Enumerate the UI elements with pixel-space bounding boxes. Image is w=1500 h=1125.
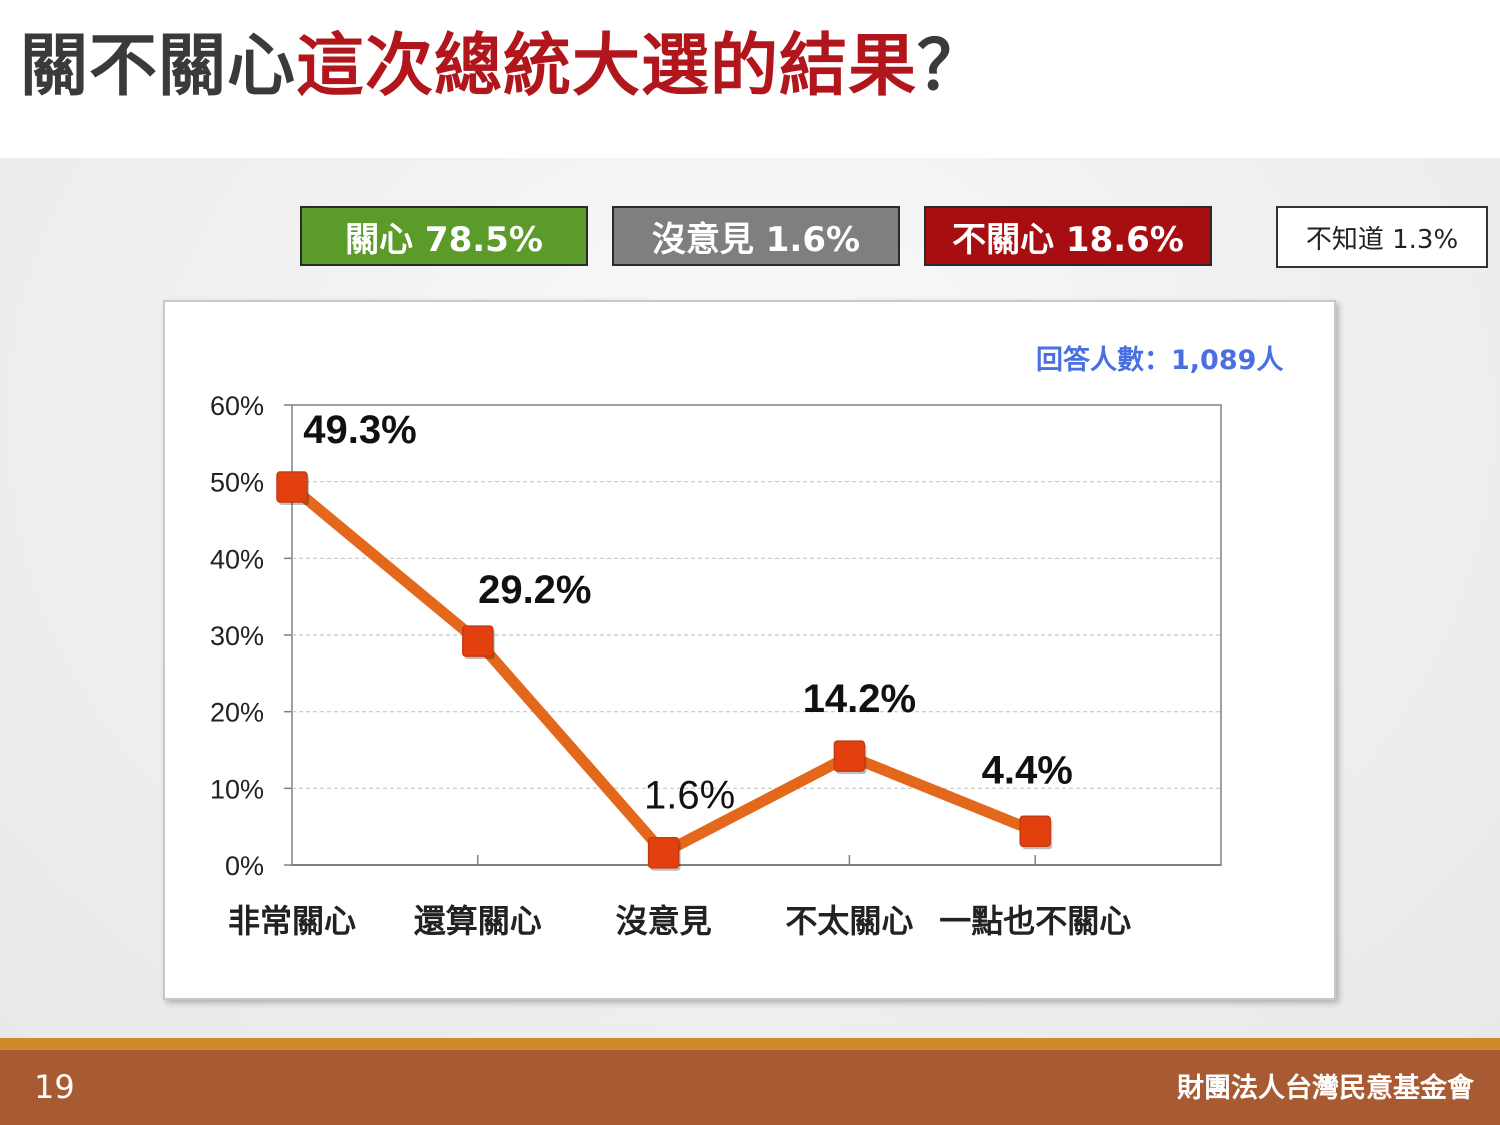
title-part-2: 這次總統大選的結果 [296, 27, 918, 106]
title-part-3: ？ [917, 27, 987, 106]
legend-no-opinion: 沒意見 1.6% [612, 206, 900, 266]
data-marker [647, 836, 680, 869]
organization-name: 財團法人台灣民意基金會 [1177, 1073, 1474, 1104]
x-category-label: 還算關心 [414, 902, 542, 940]
data-label: 1.6% [644, 774, 735, 818]
data-label: 29.2% [478, 568, 591, 612]
title-bar: 關不關心這次總統大選的結果？ [0, 0, 1500, 158]
legend-dont-know: 不知道 1.3% [1276, 206, 1488, 268]
page-number: 19 [34, 1068, 75, 1106]
footer-accent-line [0, 1038, 1500, 1050]
slide-title: 關不關心這次總統大選的結果？ [20, 27, 987, 106]
data-marker [833, 740, 866, 772]
y-tick-label: 30% [210, 621, 264, 651]
data-marker [276, 471, 308, 503]
y-tick-label: 40% [210, 544, 264, 574]
x-category-label: 沒意見 [616, 902, 712, 940]
y-tick-label: 60% [210, 391, 264, 421]
footer-bar [0, 1050, 1500, 1125]
legend-care: 關心 78.5% [300, 206, 588, 266]
data-marker [1019, 815, 1051, 848]
x-category-label: 一點也不關心 [939, 902, 1131, 940]
x-category-label: 非常關心 [228, 902, 356, 940]
y-tick-label: 10% [210, 774, 264, 804]
respondent-count: 回答人數：1,089人 [1036, 345, 1284, 376]
data-label: 4.4% [982, 748, 1073, 792]
data-label: 14.2% [803, 677, 916, 721]
chart-frame [163, 300, 1336, 1000]
y-tick-label: 50% [210, 468, 264, 498]
title-part-1: 關不關心 [20, 27, 297, 106]
legend-not-care: 不關心 18.6% [924, 206, 1212, 266]
data-label: 49.3% [303, 408, 416, 452]
y-tick-label: 0% [225, 851, 264, 881]
y-tick-label: 20% [210, 698, 264, 728]
x-category-label: 不太關心 [785, 902, 913, 940]
data-marker [462, 625, 494, 657]
